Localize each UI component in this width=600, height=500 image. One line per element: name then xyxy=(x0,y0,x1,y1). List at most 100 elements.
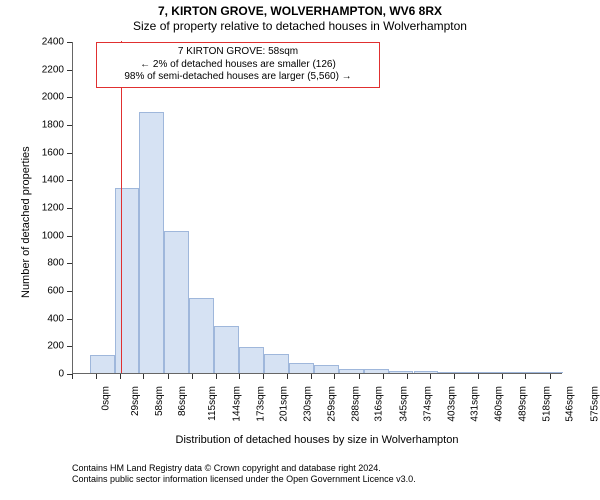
y-tick-mark xyxy=(67,208,72,209)
histogram-bar xyxy=(139,112,164,373)
x-tick-mark xyxy=(143,374,144,379)
x-tick-label: 115sqm xyxy=(206,386,217,421)
y-tick-mark xyxy=(67,263,72,264)
x-tick-label: 431sqm xyxy=(470,386,481,422)
reference-annotation-box: 7 KIRTON GROVE: 58sqm ← 2% of detached h… xyxy=(96,42,380,88)
x-tick-mark xyxy=(430,374,431,379)
annotation-line-2: ← 2% of detached houses are smaller (126… xyxy=(103,59,373,72)
y-tick-label: 1000 xyxy=(34,230,64,241)
x-tick-mark xyxy=(334,374,335,379)
x-tick-mark xyxy=(216,374,217,379)
histogram-bar xyxy=(289,363,314,373)
y-tick-label: 0 xyxy=(34,369,64,380)
y-tick-label: 800 xyxy=(34,258,64,269)
x-tick-label: 201sqm xyxy=(279,386,290,422)
x-tick-mark xyxy=(168,374,169,379)
x-tick-mark xyxy=(359,374,360,379)
x-tick-mark xyxy=(550,374,551,379)
x-tick-label: 575sqm xyxy=(589,386,600,422)
histogram-bar xyxy=(239,347,264,373)
x-tick-mark xyxy=(120,374,121,379)
histogram-bar xyxy=(389,371,414,373)
x-tick-label: 546sqm xyxy=(565,386,576,422)
annotation-line-1: 7 KIRTON GROVE: 58sqm xyxy=(103,46,373,59)
x-tick-mark xyxy=(383,374,384,379)
y-tick-label: 2200 xyxy=(34,64,64,75)
histogram-bar xyxy=(364,369,389,373)
x-tick-label: 0sqm xyxy=(100,386,111,410)
footnote-line-1: Contains HM Land Registry data © Crown c… xyxy=(72,463,416,474)
x-tick-label: 288sqm xyxy=(351,386,362,422)
histogram-bar xyxy=(115,188,140,373)
x-tick-label: 374sqm xyxy=(422,386,433,422)
y-tick-label: 200 xyxy=(34,341,64,352)
histogram-bar xyxy=(214,326,239,373)
y-tick-label: 400 xyxy=(34,313,64,324)
x-tick-label: 144sqm xyxy=(231,386,242,422)
x-tick-mark xyxy=(192,374,193,379)
y-tick-label: 1800 xyxy=(34,120,64,131)
histogram-bar xyxy=(164,231,189,373)
y-tick-mark xyxy=(67,153,72,154)
histogram-bar xyxy=(339,369,364,373)
histogram-bar xyxy=(189,298,214,373)
x-tick-label: 316sqm xyxy=(374,386,385,422)
chart-title-main: 7, KIRTON GROVE, WOLVERHAMPTON, WV6 8RX xyxy=(0,4,600,18)
y-tick-mark xyxy=(67,319,72,320)
histogram-bar xyxy=(90,355,115,373)
histogram-bar xyxy=(314,365,339,373)
histogram-bar xyxy=(488,372,513,373)
y-tick-mark xyxy=(67,180,72,181)
x-tick-mark xyxy=(407,374,408,379)
chart-title-sub: Size of property relative to detached ho… xyxy=(0,19,600,33)
x-tick-mark xyxy=(525,374,526,379)
y-tick-label: 2000 xyxy=(34,92,64,103)
y-tick-mark xyxy=(67,125,72,126)
x-tick-mark xyxy=(96,374,97,379)
histogram-bar xyxy=(463,372,488,373)
x-tick-label: 230sqm xyxy=(303,386,314,422)
y-tick-mark xyxy=(67,346,72,347)
histogram-bar xyxy=(513,372,538,373)
reference-line xyxy=(121,41,122,373)
y-tick-mark xyxy=(67,236,72,237)
x-tick-label: 403sqm xyxy=(446,386,457,422)
x-tick-label: 86sqm xyxy=(177,386,188,416)
x-tick-mark xyxy=(311,374,312,379)
footnote-line-2: Contains public sector information licen… xyxy=(72,474,416,485)
x-tick-label: 460sqm xyxy=(494,386,505,422)
histogram-bar xyxy=(264,354,289,373)
x-tick-label: 259sqm xyxy=(327,386,338,422)
histogram-bar xyxy=(438,372,463,373)
x-tick-label: 345sqm xyxy=(398,386,409,422)
x-tick-mark xyxy=(263,374,264,379)
y-tick-label: 600 xyxy=(34,286,64,297)
x-tick-mark xyxy=(454,374,455,379)
x-tick-mark xyxy=(502,374,503,379)
attribution-footnote: Contains HM Land Registry data © Crown c… xyxy=(72,463,416,485)
x-tick-label: 58sqm xyxy=(154,386,165,416)
x-tick-label: 489sqm xyxy=(518,386,529,422)
histogram-plot-area xyxy=(72,42,562,374)
x-axis-label: Distribution of detached houses by size … xyxy=(72,434,562,446)
histogram-bar xyxy=(414,371,439,373)
chart-title-block: 7, KIRTON GROVE, WOLVERHAMPTON, WV6 8RX … xyxy=(0,0,600,33)
y-tick-label: 1200 xyxy=(34,203,64,214)
x-tick-mark xyxy=(478,374,479,379)
y-tick-mark xyxy=(67,70,72,71)
y-tick-mark xyxy=(67,97,72,98)
y-tick-mark xyxy=(67,42,72,43)
annotation-line-3: 98% of semi-detached houses are larger (… xyxy=(103,71,373,84)
x-tick-mark xyxy=(287,374,288,379)
histogram-bar xyxy=(538,372,563,373)
x-tick-label: 173sqm xyxy=(255,386,266,422)
x-tick-mark xyxy=(239,374,240,379)
x-tick-label: 29sqm xyxy=(130,386,141,416)
x-tick-label: 518sqm xyxy=(542,386,553,422)
y-tick-label: 2400 xyxy=(34,37,64,48)
y-tick-label: 1400 xyxy=(34,175,64,186)
y-axis-label: Number of detached properties xyxy=(20,146,32,298)
y-tick-mark xyxy=(67,291,72,292)
y-tick-label: 1600 xyxy=(34,147,64,158)
x-tick-mark xyxy=(72,374,73,379)
